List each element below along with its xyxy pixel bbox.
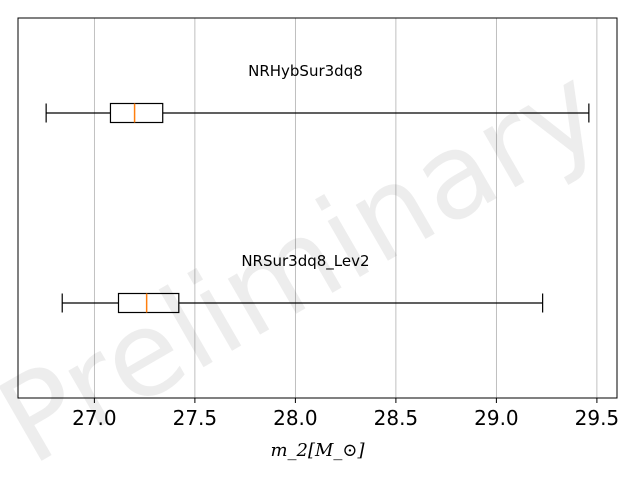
box-label: NRSur3dq8_Lev2 bbox=[241, 252, 369, 271]
x-axis-label: m_2[M_⊙] bbox=[270, 440, 365, 461]
box-label: NRHybSur3dq8 bbox=[248, 62, 363, 80]
x-tick-label: 27.5 bbox=[173, 406, 218, 430]
box-plot-group: NRHybSur3dq8 bbox=[45, 62, 590, 124]
x-tick-label: 28.0 bbox=[273, 406, 318, 430]
boxes-layer: NRHybSur3dq8 NRSur3dq8_Lev2 bbox=[45, 62, 590, 314]
plot-area bbox=[18, 18, 617, 398]
iqr-box bbox=[109, 102, 164, 124]
iqr-box bbox=[117, 292, 180, 314]
grid-lines bbox=[93, 18, 598, 398]
plot-frame bbox=[17, 17, 618, 399]
x-tick-label: 29.5 bbox=[575, 406, 620, 430]
x-tick-label: 27.0 bbox=[72, 406, 117, 430]
x-tick-label: 29.0 bbox=[474, 406, 519, 430]
x-axis-ticks: 27.0 27.5 28.0 28.5 29.0 29.5 bbox=[72, 398, 619, 430]
box-plot-group: NRSur3dq8_Lev2 bbox=[61, 252, 544, 314]
x-tick-label: 28.5 bbox=[374, 406, 419, 430]
